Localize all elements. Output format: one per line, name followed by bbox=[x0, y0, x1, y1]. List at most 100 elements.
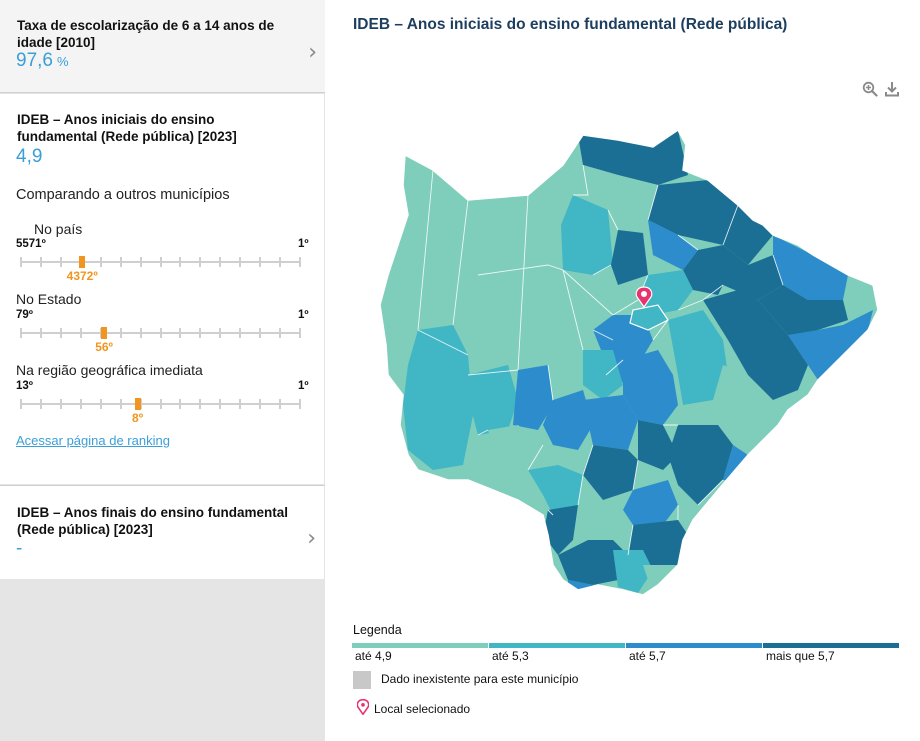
municipality-region[interactable] bbox=[723, 245, 783, 300]
municipality-region[interactable] bbox=[668, 310, 728, 405]
municipality-region[interactable] bbox=[623, 350, 678, 425]
indicator-title: IDEB – Anos finais do ensino fundamental… bbox=[17, 505, 289, 537]
ranking-label-country: No país bbox=[34, 221, 83, 237]
municipality-region[interactable] bbox=[578, 130, 688, 185]
municipality-region[interactable] bbox=[528, 465, 583, 515]
legend-color-bar bbox=[352, 643, 488, 648]
municipality-region[interactable] bbox=[513, 365, 553, 430]
ranking-position: 56º bbox=[95, 340, 113, 354]
ranking-tick bbox=[99, 399, 102, 409]
ranking-tick bbox=[179, 399, 182, 409]
no-data-swatch bbox=[353, 671, 371, 689]
municipality-region[interactable] bbox=[543, 390, 593, 450]
municipality-region[interactable] bbox=[683, 245, 723, 295]
ranking-tick bbox=[279, 328, 282, 338]
ranking-tick bbox=[139, 328, 142, 338]
ranking-tick bbox=[259, 257, 262, 267]
ranking-min: 5571º bbox=[16, 238, 46, 250]
municipality-region[interactable] bbox=[573, 505, 633, 540]
ranking-tick bbox=[59, 257, 62, 267]
ranking-tick bbox=[159, 328, 162, 338]
indicator-card-ideb-finais[interactable]: IDEB – Anos finais do ensino fundamental… bbox=[0, 485, 325, 579]
ranking-bar-region bbox=[20, 398, 301, 410]
ranking-tick bbox=[219, 328, 222, 338]
ranking-min: 79º bbox=[16, 309, 33, 321]
legend-class-label: até 5,3 bbox=[492, 649, 529, 663]
selected-municipality[interactable] bbox=[629, 304, 669, 331]
ranking-max: 1º bbox=[298, 238, 309, 250]
indicator-value: - bbox=[16, 538, 23, 559]
ranking-tick bbox=[299, 328, 301, 338]
municipality-region[interactable] bbox=[583, 350, 623, 400]
ranking-marker bbox=[79, 256, 86, 268]
state-outline bbox=[379, 128, 879, 596]
municipality-region[interactable] bbox=[703, 290, 808, 400]
indicator-card-escolarizacao[interactable]: Taxa de escolarização de 6 a 14 anos de … bbox=[0, 0, 325, 93]
ranking-max: 1º bbox=[298, 380, 309, 392]
ranking-tick bbox=[279, 257, 282, 267]
ranking-tick bbox=[39, 399, 42, 409]
ranking-tick bbox=[239, 328, 242, 338]
ranking-tick bbox=[199, 328, 202, 338]
ranking-tick bbox=[59, 399, 62, 409]
indicator-panel: Taxa de escolarização de 6 a 14 anos de … bbox=[0, 0, 325, 741]
ranking-label-state: No Estado bbox=[16, 291, 82, 307]
chevron-right-icon[interactable]: › bbox=[308, 40, 317, 65]
ranking-tick bbox=[119, 399, 122, 409]
map-pin-icon[interactable] bbox=[635, 286, 653, 309]
ranking-tick bbox=[139, 257, 142, 267]
municipality-region[interactable] bbox=[643, 565, 678, 595]
municipality-region[interactable] bbox=[668, 425, 733, 505]
ranking-tick bbox=[99, 257, 102, 267]
municipality-region[interactable] bbox=[543, 505, 578, 555]
ranking-tick bbox=[179, 328, 182, 338]
indicator-value: 97,6% bbox=[16, 50, 69, 72]
municipality-region[interactable] bbox=[758, 285, 848, 340]
ranking-bar-country bbox=[20, 256, 301, 268]
ranking-page-link[interactable]: Acessar página de ranking bbox=[16, 433, 170, 448]
ranking-tick bbox=[159, 399, 162, 409]
chevron-right-icon[interactable]: › bbox=[307, 526, 316, 551]
municipality-region[interactable] bbox=[648, 220, 698, 270]
ranking-tick bbox=[39, 328, 42, 338]
ranking-tick bbox=[99, 328, 102, 338]
municipality-region[interactable] bbox=[583, 445, 638, 500]
legend-color-bar bbox=[626, 643, 762, 648]
legend-class-label: até 4,9 bbox=[355, 649, 392, 663]
legend-class-label: mais que 5,7 bbox=[766, 649, 835, 663]
municipality-region[interactable] bbox=[403, 325, 473, 470]
ranking-tick bbox=[179, 257, 182, 267]
municipality-region[interactable] bbox=[788, 310, 873, 380]
ranking-marker bbox=[134, 398, 141, 410]
municipality-choropleth-map bbox=[379, 128, 879, 596]
indicator-value-number: 97,6 bbox=[16, 50, 53, 71]
municipality-region[interactable] bbox=[613, 550, 653, 593]
municipality-region[interactable] bbox=[558, 540, 628, 585]
municipality-region[interactable] bbox=[468, 365, 518, 435]
municipality-region[interactable] bbox=[583, 165, 658, 220]
legend-class-label: até 5,7 bbox=[629, 649, 666, 663]
municipality-region[interactable] bbox=[648, 180, 738, 245]
municipality-region[interactable] bbox=[611, 230, 648, 285]
map-title: IDEB – Anos iniciais do ensino fundament… bbox=[353, 16, 788, 33]
no-data-label: Dado inexistente para este município bbox=[381, 672, 579, 686]
ranking-tick bbox=[299, 399, 301, 409]
municipality-region[interactable] bbox=[713, 365, 778, 455]
ranking-max: 1º bbox=[298, 309, 309, 321]
ranking-tick bbox=[219, 399, 222, 409]
municipality-region[interactable] bbox=[638, 270, 693, 315]
zoom-in-icon[interactable] bbox=[862, 81, 878, 97]
selected-location-label: Local selecionado bbox=[374, 702, 471, 716]
municipality-region[interactable] bbox=[488, 425, 543, 470]
legend-color-bar bbox=[489, 643, 625, 648]
ranking-position: 4372º bbox=[66, 269, 98, 283]
ranking-position: 8º bbox=[132, 411, 144, 425]
indicator-value: 4,9 bbox=[16, 146, 43, 167]
municipality-region[interactable] bbox=[638, 420, 678, 470]
download-icon[interactable] bbox=[884, 81, 900, 97]
municipality-region[interactable] bbox=[561, 195, 613, 275]
municipality-region[interactable] bbox=[623, 480, 678, 525]
municipality-region[interactable] bbox=[773, 235, 848, 300]
municipality-region[interactable] bbox=[583, 395, 638, 450]
indicator-value-unit: % bbox=[56, 54, 69, 69]
